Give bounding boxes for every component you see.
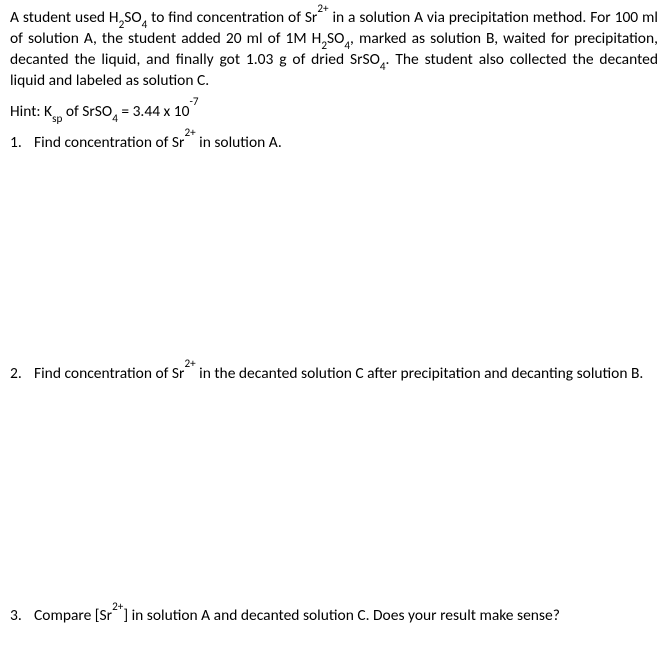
subscript: 4 [380, 59, 386, 73]
q1-text: Find concentration of Sr [34, 133, 184, 152]
subscript: 4 [344, 38, 350, 52]
question-3: 3. Compare [Sr2+] in solution A and deca… [10, 606, 658, 627]
subscript: 4 [142, 17, 148, 31]
question-text: Find concentration of Sr2+ in solution A… [34, 133, 658, 154]
subscript: 2 [119, 17, 125, 31]
intro-text: A student used H [10, 8, 119, 27]
superscript: 2+ [184, 125, 195, 139]
superscript: 2+ [112, 599, 123, 613]
intro-text: SO [327, 29, 344, 48]
hint-text: of SrSO [62, 102, 112, 121]
q2-text: Find concentration of Sr [34, 364, 184, 383]
subscript: 2 [321, 38, 327, 52]
question-text: Find concentration of Sr2+ in the decant… [34, 364, 658, 385]
subscript: 4 [112, 111, 118, 125]
page: A student used H2SO4 to find concentrati… [0, 0, 670, 635]
intro-text: to find concentration of Sr [147, 8, 317, 27]
question-number: 2. [10, 364, 34, 385]
question-1: 1. Find concentration of Sr2+ in solutio… [10, 133, 658, 154]
intro-paragraph: A student used H2SO4 to find concentrati… [10, 8, 658, 92]
superscript: 2+ [184, 356, 195, 370]
q1-text: in solution A. [196, 133, 282, 152]
intro-text: SO [124, 8, 141, 27]
q3-text: Compare [Sr [34, 606, 112, 625]
q2-text: in the decanted solution C after precipi… [196, 364, 644, 383]
q3-text: ] in solution A and decanted solution C.… [123, 606, 560, 625]
hint-text: = 3.44 x 10 [118, 102, 190, 121]
question-2: 2. Find concentration of Sr2+ in the dec… [10, 364, 658, 385]
question-number: 3. [10, 606, 34, 627]
superscript: 2+ [317, 1, 328, 15]
hint-line: Hint: Ksp of SrSO4 = 3.44 x 10-7 [10, 102, 658, 123]
hint-text: Hint: K [10, 102, 52, 121]
superscript: -7 [190, 94, 199, 108]
subscript: sp [52, 111, 62, 125]
question-text: Compare [Sr2+] in solution A and decante… [34, 606, 658, 627]
question-number: 1. [10, 133, 34, 154]
